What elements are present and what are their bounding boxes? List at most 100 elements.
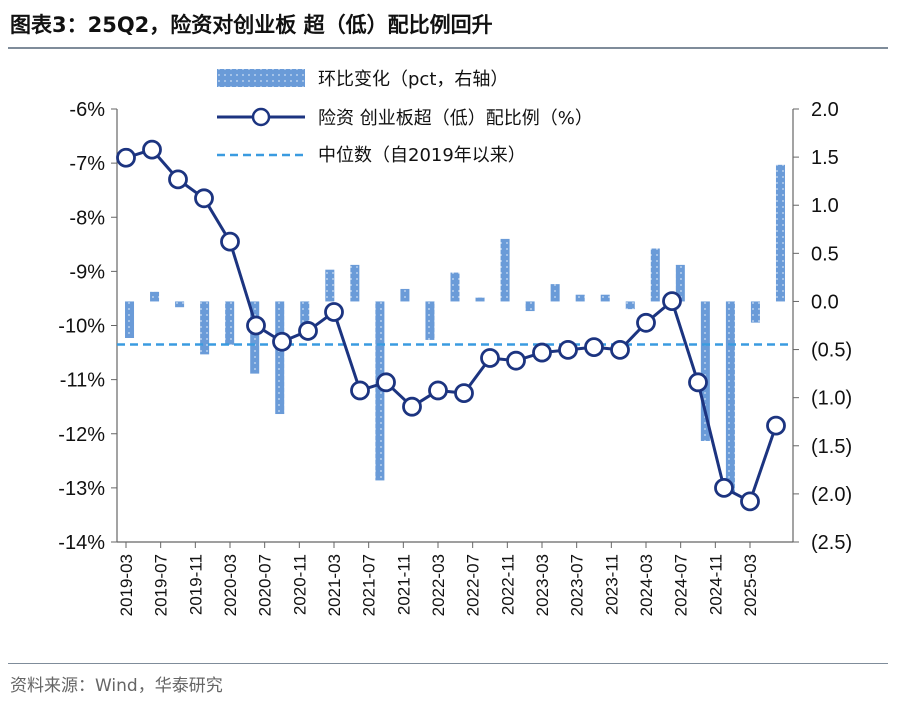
right-tick-label: 1.0 — [811, 195, 839, 217]
bar-change — [475, 297, 485, 302]
ratio-point — [428, 380, 448, 401]
axes-group — [111, 108, 799, 548]
x-tick-label: 2025-03 — [741, 554, 760, 616]
bar-change — [175, 301, 185, 308]
x-tick-label: 2024-11 — [706, 554, 725, 615]
x-tick-label: 2024-03 — [637, 554, 656, 616]
bar-change — [375, 301, 385, 481]
bar-change — [325, 269, 335, 302]
bar-change — [125, 301, 135, 339]
bar-change — [750, 301, 760, 323]
bar-change — [150, 291, 160, 302]
left-tick-label: -12% — [58, 424, 105, 446]
x-tick-label: 2023-03 — [533, 554, 552, 616]
ratio-point — [454, 383, 474, 404]
bar-change — [225, 301, 235, 345]
right-tick-label: 0.5 — [811, 243, 839, 265]
left-tick-label: -13% — [58, 478, 105, 500]
x-tick-label: 2021-07 — [360, 554, 379, 616]
bar-change — [275, 301, 285, 415]
x-tick-label: 2024-07 — [672, 554, 691, 616]
ratio-point — [168, 169, 188, 190]
left-tick-label: -9% — [69, 261, 105, 283]
left-tick-label: -14% — [58, 532, 105, 554]
ratio-point — [246, 315, 266, 336]
bar-change — [350, 264, 360, 302]
legend-line-label: 险资 创业板超（低）配比例（%） — [318, 108, 593, 129]
right-tick-label: 2.0 — [811, 99, 839, 121]
ratio-point — [584, 337, 604, 358]
chart-title: 图表3：25Q2，险资对创业板 超（低）配比例回升 — [10, 13, 493, 37]
bar-change — [600, 294, 610, 302]
x-tick-label: 2020-11 — [290, 554, 309, 615]
x-tick-label: 2020-07 — [256, 554, 275, 616]
x-tick-label: 2021-11 — [394, 554, 413, 615]
left-tick-label: -10% — [58, 316, 105, 338]
ratio-point — [688, 372, 708, 393]
ratio-point — [298, 321, 318, 341]
bar-change — [575, 294, 585, 302]
ratio-point — [272, 331, 292, 352]
tick-labels-group: -6% -7% -8% -9% -10% -11% -12% -13% -14% 2.0 1.5 1.… — [58, 99, 852, 616]
bar-change — [250, 301, 260, 374]
right-tick-label: (2.5) — [811, 532, 852, 554]
title-divider — [8, 47, 888, 49]
ratio-point — [142, 139, 162, 160]
bar-change — [700, 301, 710, 441]
x-tick-label: 2019-11 — [186, 554, 205, 615]
line-series-group — [116, 139, 786, 512]
ratio-point — [116, 147, 136, 168]
ratio-point — [636, 312, 656, 333]
bar-change — [675, 264, 685, 302]
ratio-point — [610, 339, 630, 360]
ratio-point — [662, 291, 682, 312]
x-tick-label: 2019-07 — [152, 554, 171, 616]
ratio-point — [402, 396, 422, 417]
bar-change — [200, 301, 210, 355]
left-tick-label: -7% — [69, 153, 105, 175]
ratio-point — [558, 339, 578, 360]
bar-change — [625, 301, 635, 310]
bar-change — [525, 301, 535, 312]
right-tick-label: (1.5) — [811, 436, 852, 458]
legend: 环比变化（pct，右轴） 险资 创业板超（低）配比例（%） 中位数（自2019年… — [217, 69, 593, 166]
ratio-line — [125, 148, 778, 503]
x-tick-label: 2020-03 — [221, 554, 240, 616]
x-tick-label: 2022-03 — [429, 554, 448, 616]
left-tick-label: -11% — [60, 370, 105, 392]
ratio-point — [766, 415, 786, 436]
source-note: 资料来源：Wind，华泰研究 — [10, 676, 223, 696]
bar-change — [650, 248, 660, 302]
left-tick-label: -8% — [69, 207, 105, 229]
ratio-point — [506, 350, 526, 371]
ratio-point — [740, 491, 760, 512]
ratio-point — [350, 380, 370, 401]
bar-change — [300, 301, 310, 336]
x-tick-label: 2022-07 — [464, 554, 483, 616]
bar-change — [400, 288, 410, 302]
ratio-point — [714, 477, 734, 498]
legend-bar-label: 环比变化（pct，右轴） — [318, 69, 508, 90]
bar-change — [550, 284, 560, 302]
x-tick-label: 2021-03 — [325, 554, 344, 616]
footer-divider — [8, 663, 888, 664]
ratio-point — [480, 348, 500, 368]
right-tick-label: (2.0) — [811, 484, 852, 506]
ratio-point — [376, 372, 396, 393]
x-tick-label: 2023-11 — [602, 554, 621, 615]
x-tick-label: 2023-07 — [568, 554, 587, 616]
bar-change — [725, 301, 735, 494]
right-tick-label: (0.5) — [811, 340, 852, 362]
right-tick-label: (1.0) — [811, 388, 852, 410]
right-tick-label: 1.5 — [811, 147, 839, 169]
ratio-point — [194, 188, 214, 209]
bar-series-group — [125, 164, 785, 494]
legend-bar-swatch — [217, 69, 305, 87]
left-tick-label: -6% — [69, 99, 105, 121]
chart-area: -6% -7% -8% -9% -10% -11% -12% -13% -14% 2.0 1.5 1.… — [58, 69, 852, 616]
legend-line-marker — [251, 107, 271, 127]
bar-change — [775, 164, 785, 302]
bar-change — [450, 272, 460, 302]
x-tick-label: 2022-11 — [498, 554, 517, 615]
ratio-point — [532, 342, 552, 363]
